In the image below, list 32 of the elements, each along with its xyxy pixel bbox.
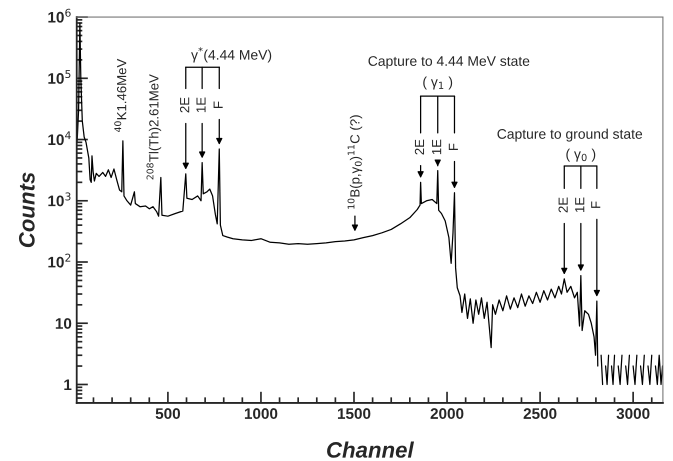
annotation: F <box>448 144 458 150</box>
annotation: Capture to 4.44 MeV state <box>368 56 530 69</box>
annotation: ( γ$_{0}$ ) <box>566 148 596 162</box>
x-tick-label: 500 <box>156 408 180 419</box>
annotation: 2E <box>414 140 424 154</box>
y-tick-label: 10 <box>56 318 72 329</box>
y-tick-label: 10$^{5}$ <box>48 70 70 84</box>
x-tick-label: 2500 <box>524 408 556 419</box>
annotation: $^{10}$B(p,γ$_{0}$)$^{11}$C (?) <box>348 115 362 209</box>
y-tick-label: 10$^{6}$ <box>48 8 71 23</box>
annotation: 2E <box>558 197 568 212</box>
annotation: 1E <box>432 140 442 154</box>
annotation: F <box>214 102 223 108</box>
annotation: Capture to ground state <box>497 128 642 142</box>
annotation: γ$^{*}$(4.44 MeV) <box>191 47 272 62</box>
annotation: $^{40}$K1.46MeV <box>114 58 126 132</box>
y-tick-label: 1 <box>64 380 72 390</box>
annotation: ( γ$_{1}$ ) <box>423 76 452 90</box>
annotation: 1E <box>575 197 584 212</box>
annotation: 2E <box>180 98 190 112</box>
x-tick-label: 3000 <box>616 408 650 420</box>
x-tick-label: 1000 <box>244 408 278 419</box>
y-tick-label: 10$^{2}$ <box>48 254 70 268</box>
annotation: 1E <box>196 98 206 112</box>
annotation: F <box>591 201 600 208</box>
y-tick-label: 10$^{4}$ <box>48 131 71 146</box>
y-axis-title: Counts <box>18 172 35 248</box>
x-tick-label: 2000 <box>430 408 464 419</box>
x-axis-title: Channel <box>327 441 414 458</box>
y-tick-label: 10$^{3}$ <box>48 192 71 206</box>
annotation: $^{208}$Tl(Th)2.61MeV <box>146 74 162 180</box>
x-tick-label: 1500 <box>338 408 370 419</box>
